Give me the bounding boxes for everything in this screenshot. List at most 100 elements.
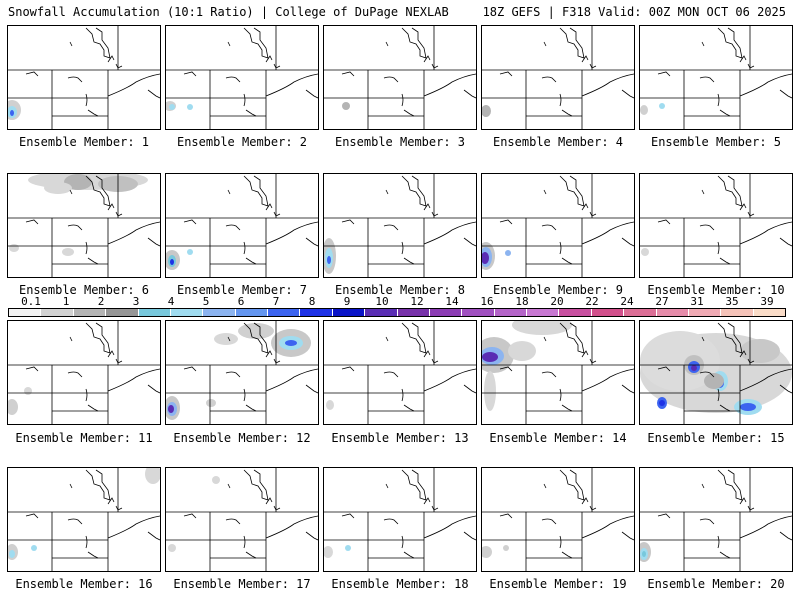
colorbar-swatch (656, 309, 689, 316)
boundary-line (401, 27, 427, 59)
ensemble-member-label: Ensemble Member: 17 (173, 577, 311, 591)
colorbar-swatch (753, 309, 785, 316)
boundary-line (115, 358, 123, 364)
boundary-line (245, 257, 257, 265)
snowfall-area (345, 545, 351, 551)
map-graphic (166, 174, 318, 277)
colorbar-swatch (9, 309, 42, 316)
snowfall-area (24, 387, 32, 395)
ensemble-member-label: Ensemble Member: 14 (489, 431, 627, 445)
boundary-line (561, 404, 573, 412)
boundary-line (717, 535, 720, 549)
ensemble-member-map-19 (481, 467, 635, 572)
boundary-line (225, 76, 241, 83)
boundary-line (385, 483, 389, 489)
ensemble-member-label: Ensemble Member: 5 (650, 135, 782, 149)
boundary-line (739, 221, 792, 245)
snowfall-area (691, 365, 697, 371)
ensemble-member-map-4 (481, 25, 635, 130)
ensemble-member-label: Ensemble Member: 9 (492, 283, 624, 297)
colorbar-swatch (332, 309, 366, 316)
snowfall-area (512, 321, 572, 335)
colorbar-tick: 16 (480, 295, 494, 308)
boundary-line (499, 219, 513, 225)
snowfall-area (641, 248, 649, 256)
boundary-line (265, 203, 273, 211)
colorbar-swatch (591, 309, 625, 316)
map-graphic (8, 468, 160, 571)
boundary-line (243, 322, 269, 354)
boundary-line (717, 241, 720, 255)
model-valid-time: 18Z GEFS | F318 Valid: 00Z MON OCT 06 20… (482, 5, 786, 19)
boundary-line (107, 203, 115, 211)
boundary-line (541, 371, 557, 378)
snowfall-area (640, 331, 720, 391)
ensemble-member-map-6 (7, 173, 161, 278)
boundary-line (581, 497, 589, 505)
boundary-line (265, 221, 318, 245)
boundary-line (25, 366, 39, 372)
map-graphic (640, 321, 792, 424)
boundary-line (305, 531, 318, 541)
snowfall-area (9, 550, 15, 558)
boundary-line (719, 257, 731, 265)
boundary-line (499, 513, 513, 519)
boundary-line (401, 175, 427, 207)
map-graphic (324, 321, 476, 424)
colorbar-tick: 31 (690, 295, 704, 308)
colorbar-swatch (170, 309, 204, 316)
boundary-line (699, 76, 715, 83)
boundary-line (401, 322, 427, 354)
ensemble-member-map-14 (481, 320, 635, 425)
boundary-line (581, 55, 589, 63)
ensemble-member-label: Ensemble Member: 2 (176, 135, 308, 149)
boundary-line (87, 257, 99, 265)
boundary-line (85, 93, 88, 107)
boundary-line (463, 384, 476, 394)
snowfall-area (206, 399, 216, 407)
colorbar-tick: 6 (237, 295, 245, 308)
map-graphic (166, 321, 318, 424)
boundary-line (265, 497, 273, 505)
boundary-line (403, 404, 415, 412)
ensemble-member-map-5 (639, 25, 793, 130)
boundary-line (431, 211, 439, 217)
boundary-line (747, 211, 755, 217)
boundary-line (383, 76, 399, 83)
boundary-line (265, 73, 318, 97)
boundary-line (699, 371, 715, 378)
boundary-line (401, 535, 404, 549)
boundary-line (265, 368, 318, 392)
boundary-line (243, 535, 246, 549)
snowfall-area (9, 244, 19, 252)
colorbar-swatch (365, 309, 398, 316)
ensemble-member-map-13 (323, 320, 477, 425)
colorbar-tick: 22 (585, 295, 599, 308)
boundary-line (403, 551, 415, 559)
colorbar-tick: 24 (620, 295, 634, 308)
boundary-line (67, 518, 83, 525)
ensemble-member-map-20 (639, 467, 793, 572)
map-graphic (482, 26, 634, 129)
ensemble-member-map-15 (639, 320, 793, 425)
snowfall-area (31, 545, 37, 551)
snowfall-area (659, 400, 665, 406)
boundary-line (581, 203, 589, 211)
colorbar-swatch (624, 309, 657, 316)
boundary-line (107, 368, 160, 392)
boundary-line (559, 27, 585, 59)
boundary-line (543, 336, 547, 342)
map-graphic (482, 174, 634, 277)
boundary-line (383, 224, 399, 231)
boundary-line (265, 515, 318, 539)
map-graphic (640, 174, 792, 277)
boundary-line (657, 513, 671, 519)
boundary-line (273, 63, 281, 69)
boundary-line (559, 175, 585, 207)
boundary-line (25, 71, 39, 77)
boundary-line (779, 531, 792, 541)
boundary-line (701, 189, 705, 195)
boundary-line (67, 224, 83, 231)
snowfall-area (642, 551, 646, 557)
boundary-line (581, 73, 634, 97)
